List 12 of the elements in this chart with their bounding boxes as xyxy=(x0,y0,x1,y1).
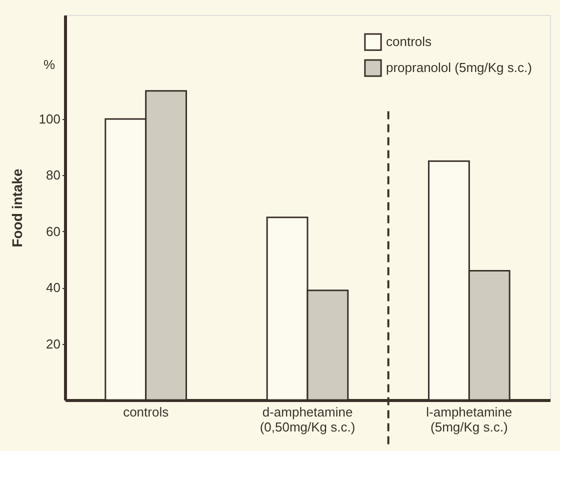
y-axis-title: Food intake xyxy=(8,168,25,248)
y-tick-label: 60 xyxy=(46,224,60,239)
y-tick-label: 20 xyxy=(46,336,60,352)
y-tick-label: 40 xyxy=(46,280,60,296)
legend-label: propranolol (5mg/Kg s.c.) xyxy=(386,60,532,75)
y-tick-label: 100 xyxy=(38,111,60,126)
x-tick-label: l-amphetamine (5mg/Kg s.c.) xyxy=(426,404,512,434)
x-tick-label: d-amphetamine (0,50mg/Kg s.c.) xyxy=(260,404,356,434)
legend-label: controls xyxy=(386,34,432,49)
text: % xyxy=(43,57,56,72)
y-tick-label: 80 xyxy=(46,168,60,183)
x-tick-label: controls xyxy=(123,404,170,420)
